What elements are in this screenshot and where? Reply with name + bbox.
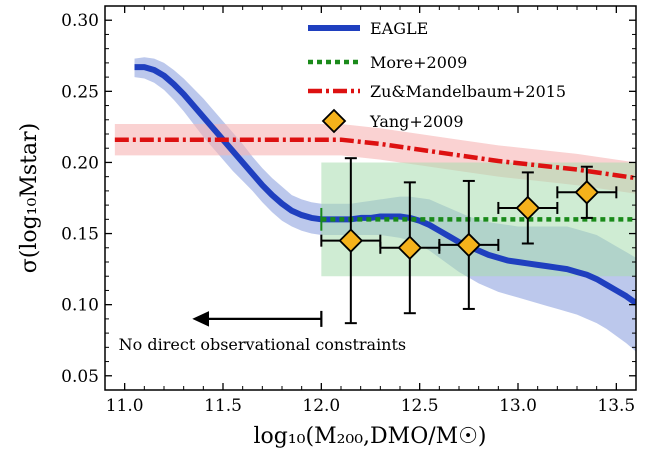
x-tick-label-5: 13.5 [597,396,635,416]
arrow-head [192,311,209,327]
x-tick-label-2: 12.0 [302,396,340,416]
y-tick-label-3: 0.20 [61,153,99,173]
x-axis-label: log₁₀(M₂₀₀,DMO/M☉) [253,424,486,449]
legend-label-more-2009: More+2009 [370,53,467,72]
no-constraints-note: No direct observational constraints [119,335,406,354]
y-axis-label: σ(log₁₀Mstar) [17,123,42,273]
legend-marker-yang-2009 [321,108,347,134]
yang-point-2 [456,232,482,258]
axis-ticks: 11.0 11.5 12.0 12.5 13.0 13.5 0.05 0.10 0.15 0.20… [61,6,637,416]
legend-label-zu-mandelbaum-2015: Zu&Mandelbaum+2015 [370,82,566,101]
x-tick-label-1: 11.5 [204,396,242,416]
line-zu-mandelbaum-2015 [114,137,636,181]
legend-label-eagle: EAGLE [370,19,428,38]
yang-point-4 [574,180,600,205]
x-tick-label-0: 11.0 [106,396,144,416]
yang-errorbars [320,157,618,325]
x-tick-label-4: 13.0 [499,396,537,416]
legend-label-yang-2009: Yang+2009 [369,112,464,131]
yang-point-3 [515,195,541,221]
yang-point-0 [338,228,364,253]
y-tick-label-5: 0.30 [61,11,99,31]
y-tick-label-4: 0.25 [61,82,99,102]
legend: EAGLE More+2009 Zu&Mandelbaum+2015 Yang+200… [308,19,566,134]
plot-frame [104,5,637,391]
series-lines [114,64,636,306]
line-eagle [134,64,636,306]
y-tick-label-0: 0.05 [61,367,99,387]
y-tick-label-1: 0.10 [61,296,99,316]
annotations: No direct observational constraints [119,310,406,354]
yang-point-1 [397,235,423,261]
y-tick-label-2: 0.15 [61,225,99,245]
x-tick-label-3: 12.5 [401,396,439,416]
